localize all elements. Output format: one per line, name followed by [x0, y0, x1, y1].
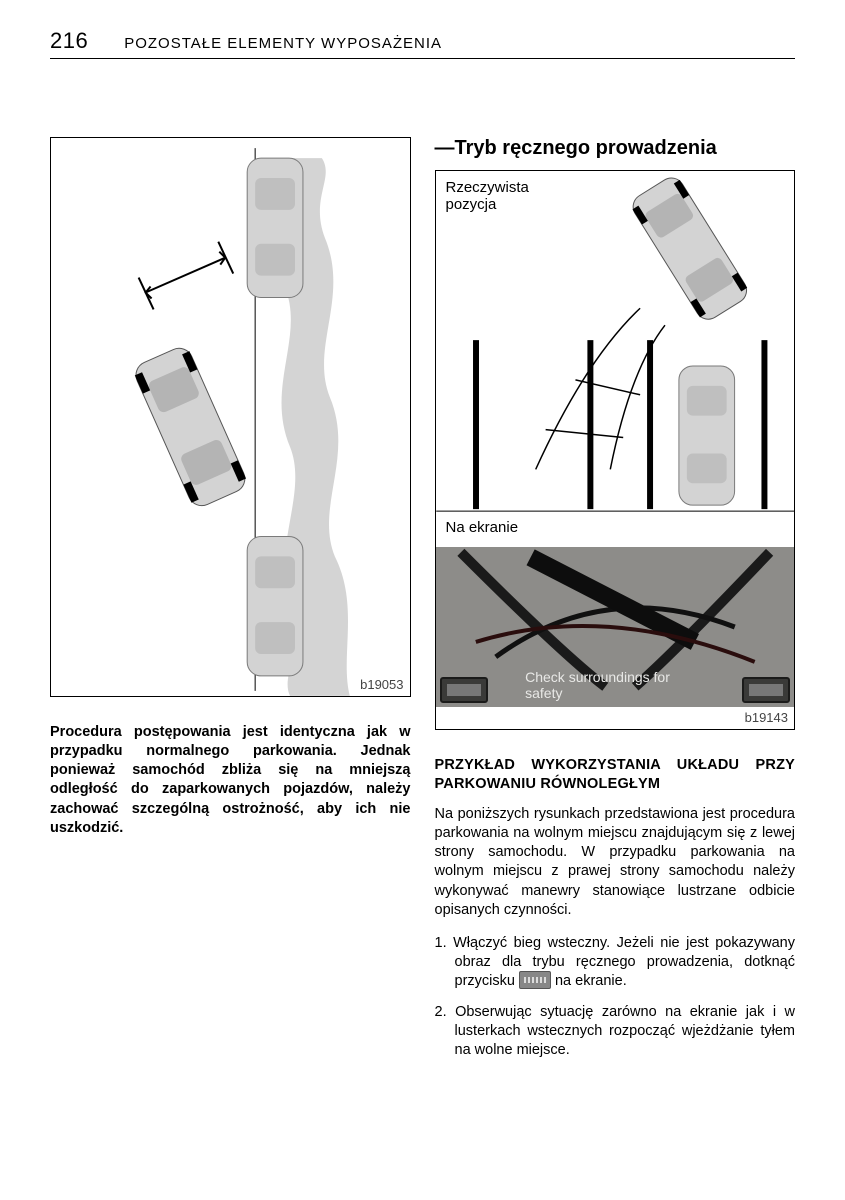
figure-manual-top-svg	[436, 171, 795, 539]
section-title: —Tryb ręcznego prowadzenia	[435, 137, 796, 160]
page-header: 216 POZOSTAŁE ELEMENTY WYPOSAŻENIA	[50, 28, 795, 59]
list-item-2: 2. Obserwując sytuację zarówno na ekrani…	[435, 1003, 796, 1060]
figure-id: b19053	[360, 677, 403, 692]
header-title: POZOSTAŁE ELEMENTY WYPOSAŻENIA	[124, 35, 442, 52]
screen-mode-button-left[interactable]	[440, 677, 488, 703]
left-column: b19053 Procedura postępowania jest ident…	[50, 137, 411, 1073]
list-text: na ekranie.	[551, 973, 627, 989]
right-subheading: PRZYKŁAD WYKORZYSTANIA UKŁADU PRZY PARKO…	[435, 756, 796, 793]
figure-parking-narrow-svg	[51, 138, 410, 696]
right-paragraph: Na poniższych rysunkach przedstawiona je…	[435, 805, 796, 920]
figure-id: b19143	[745, 710, 788, 725]
list-num: 1.	[435, 935, 447, 951]
figure-parking-narrow: b19053	[50, 137, 411, 697]
list-item-1: 1. Włączyć bieg wsteczny. Jeżeli nie jes…	[435, 934, 796, 991]
list-num: 2.	[435, 1004, 447, 1020]
left-paragraph: Procedura postępowania jest identyczna j…	[50, 723, 411, 838]
list-text: Obserwując sytuację zarówno na ekranie j…	[455, 1004, 796, 1058]
camera-screen: Check surroundings for safety	[436, 547, 795, 707]
figure-manual-mode: Rzeczywista pozycja Na ekranie	[435, 170, 796, 730]
page-number: 216	[50, 28, 88, 54]
right-column: —Tryb ręcznego prowadzenia Rzeczywista p…	[435, 137, 796, 1073]
screen-mode-icon	[519, 971, 551, 989]
screen-mode-button-right[interactable]	[742, 677, 790, 703]
screen-safety-message: Check surroundings for safety	[525, 669, 704, 701]
